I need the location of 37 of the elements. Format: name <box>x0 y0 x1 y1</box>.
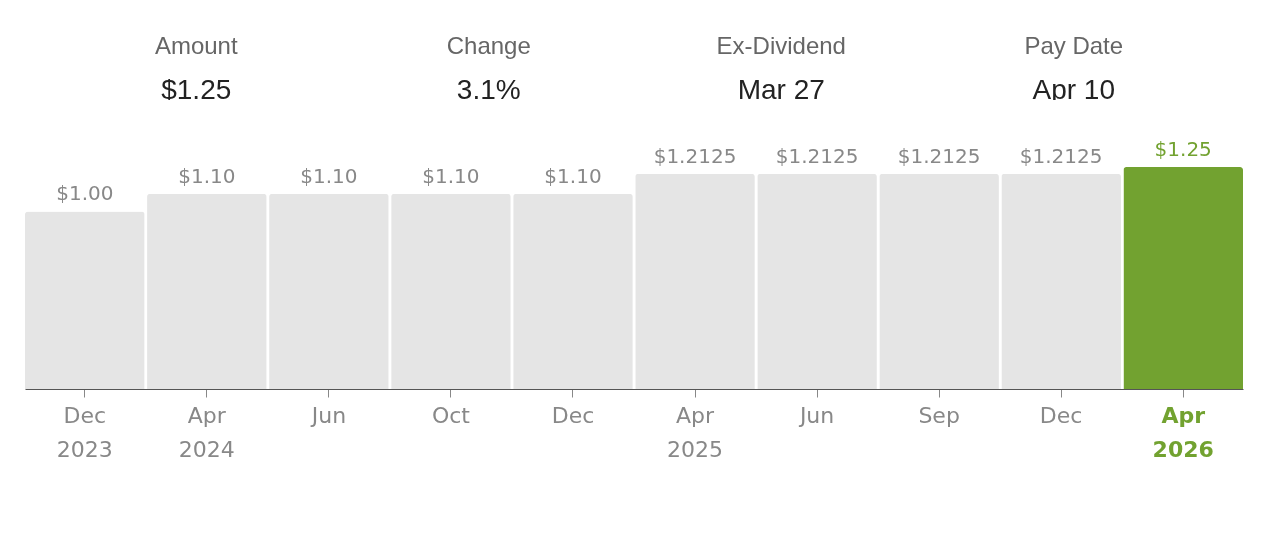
x-tick-label: Apr 2024 <box>178 402 235 462</box>
text: Change <box>445 32 532 60</box>
x-tick-label: Dec <box>551 402 595 428</box>
bar <box>269 193 389 389</box>
text: Mar 27 <box>736 74 826 106</box>
bar <box>1123 167 1243 389</box>
text: Ex-Dividend <box>715 32 847 60</box>
bar <box>757 173 877 389</box>
x-tick-label: Jun <box>309 402 347 428</box>
x-tick-label: Apr 2026 <box>1152 402 1214 462</box>
x-tick-label: Oct <box>431 402 471 428</box>
data-label: $1.25 <box>1154 137 1212 161</box>
data-label: $1.2125 <box>653 143 737 168</box>
data-label: $1.10 <box>422 163 480 188</box>
x-tick-label: Dec 2023 <box>56 402 113 462</box>
data-label: $1.2125 <box>775 143 859 168</box>
text: Pay Date <box>1023 32 1125 60</box>
data-label: $1.2125 <box>897 143 981 168</box>
bar <box>147 193 267 389</box>
bar <box>635 173 755 389</box>
x-tick-label: Dec <box>1039 402 1083 428</box>
text: 3.1% <box>455 74 522 106</box>
x-tick-label: Jun <box>797 402 835 428</box>
text: Amount <box>153 32 239 60</box>
bar <box>1001 173 1121 389</box>
bar <box>391 193 511 389</box>
text: $1.25 <box>160 74 233 106</box>
data-label: $1.10 <box>178 163 236 188</box>
bar <box>25 211 145 389</box>
data-label: $1.10 <box>544 163 602 188</box>
x-tick-label: Sep <box>918 402 960 428</box>
bar <box>513 193 633 389</box>
x-tick-label: Apr 2025 <box>667 402 724 462</box>
bar <box>879 173 999 389</box>
data-label: $1.00 <box>56 181 114 206</box>
data-label: $1.2125 <box>1019 143 1103 168</box>
data-label: $1.10 <box>300 163 358 188</box>
